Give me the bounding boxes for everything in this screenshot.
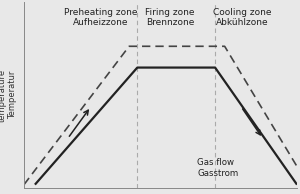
Text: temperature
Temperatur: temperature Temperatur <box>0 68 17 122</box>
Text: Preheating zone
Aufheizzone: Preheating zone Aufheizzone <box>64 8 137 27</box>
Text: Gas flow
Gasstrom: Gas flow Gasstrom <box>197 158 238 178</box>
Text: Firing zone
Brennzone: Firing zone Brennzone <box>145 8 195 27</box>
Text: Cooling zone
Abkühlzone: Cooling zone Abkühlzone <box>213 8 272 27</box>
